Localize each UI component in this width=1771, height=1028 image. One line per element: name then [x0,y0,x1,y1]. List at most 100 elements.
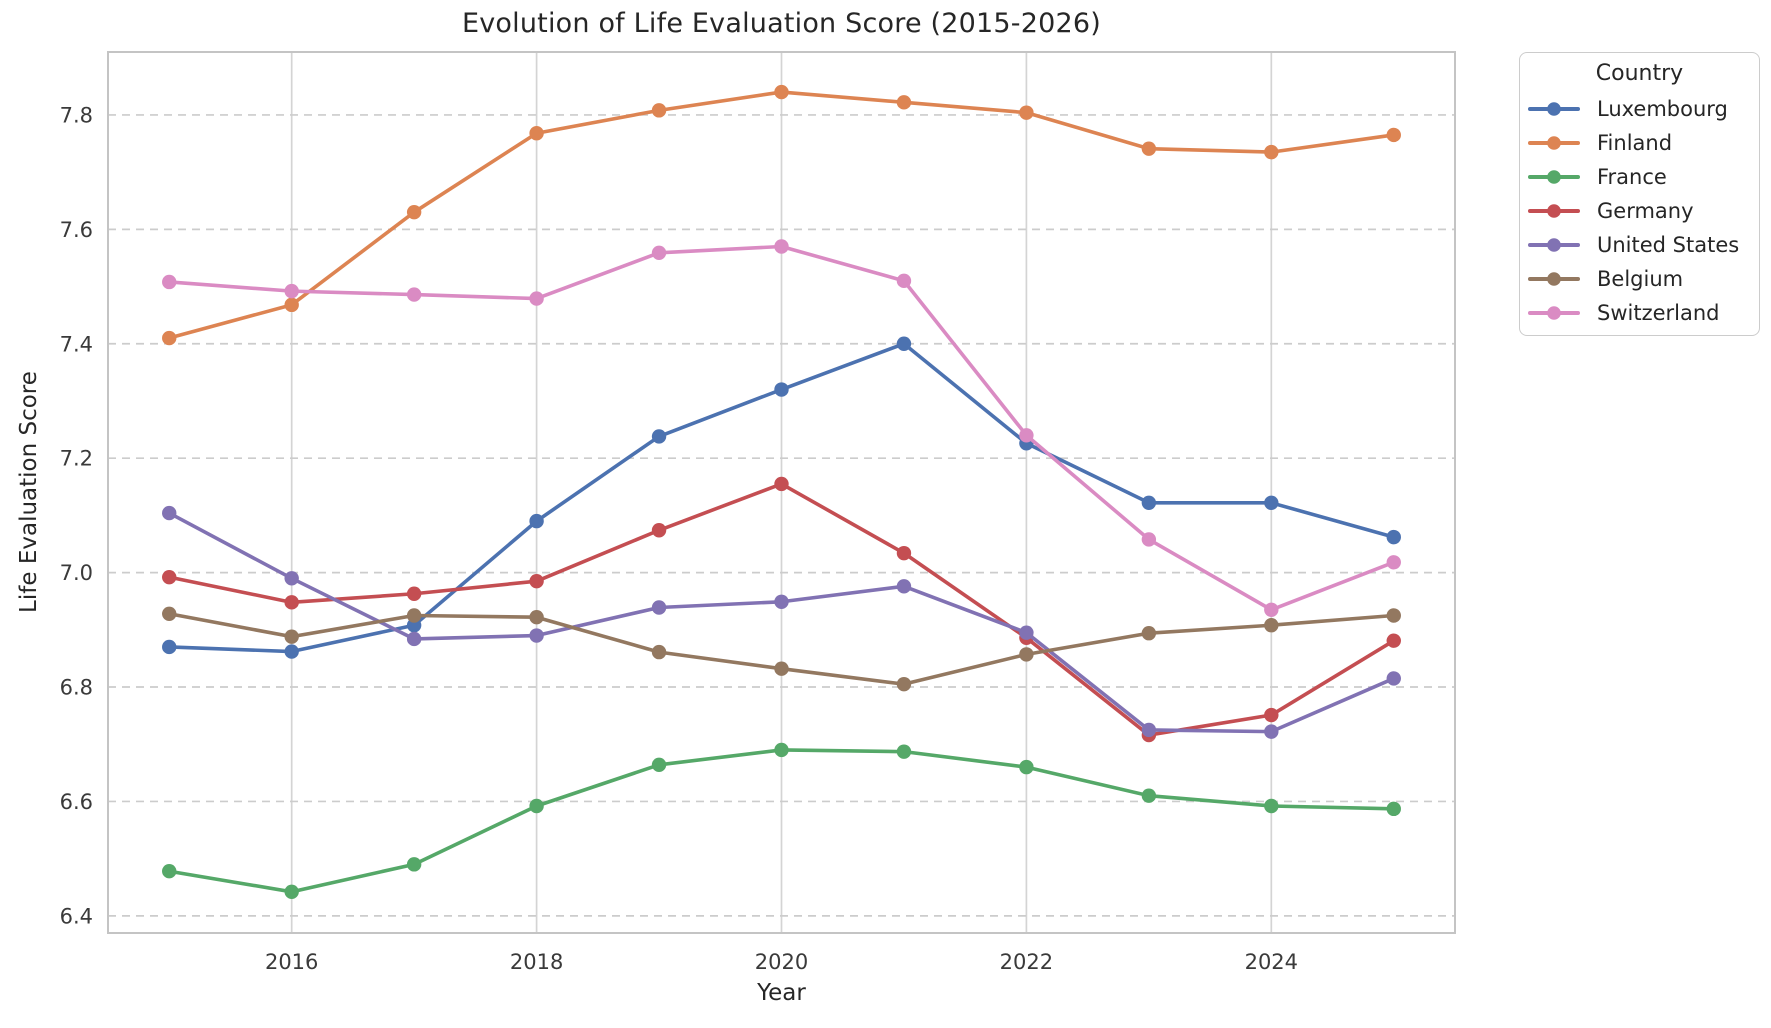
data-point-marker [162,864,177,879]
data-point-marker [162,606,177,621]
data-point-marker [284,644,299,659]
data-point-marker [1264,618,1279,633]
legend-item-luxembourg: Luxembourg [1520,92,1759,126]
legend-item-united-states: United States [1520,228,1759,262]
data-point-marker [1141,141,1157,156]
data-point-marker [1141,495,1157,510]
data-point-marker [406,631,422,647]
data-point-marker [896,336,912,351]
chart-title: Evolution of Life Evaluation Score (2015… [461,8,1101,39]
legend-item-france: France [1520,160,1759,194]
data-point-marker [1019,105,1034,120]
data-point-marker [896,579,912,594]
data-point-marker [1264,495,1279,510]
y-tick-label: 7.0 [60,561,93,585]
data-point-marker [651,523,667,538]
legend-swatch-icon [1528,136,1580,150]
data-point-marker [162,330,177,346]
data-point-marker [1019,759,1034,775]
legend-label: Luxembourg [1597,97,1728,121]
data-point-marker [1264,724,1279,739]
legend-item-germany: Germany [1520,194,1759,228]
data-point-marker [774,84,789,100]
data-point-marker [774,742,789,758]
data-point-marker [651,757,667,773]
data-point-marker [284,629,299,644]
data-point-marker [284,297,299,313]
data-point-marker [529,610,544,625]
legend-label: Finland [1597,131,1673,155]
legend-swatch-icon [1528,272,1580,286]
legend-label: Switzerland [1597,301,1720,325]
data-point-marker [284,595,299,610]
data-point-marker [162,569,177,585]
data-point-marker [1019,428,1034,443]
data-point-marker [896,95,912,110]
data-point-marker [162,274,177,290]
legend-label: United States [1597,233,1740,257]
x-tick-label: 2020 [755,950,808,974]
data-point-marker [651,245,667,260]
x-tick-label: 2016 [265,950,318,974]
y-tick-label: 6.6 [60,790,93,814]
data-point-marker [529,291,544,306]
data-point-marker [284,884,299,900]
data-point-marker [529,573,544,589]
data-point-marker [1141,626,1157,641]
legend-swatch-icon [1528,102,1580,116]
legend-swatch-icon [1528,170,1580,184]
data-point-marker [651,600,667,615]
legend-label: Belgium [1597,267,1684,291]
y-axis-label: Life Evaluation Score [16,371,42,613]
data-point-marker [1386,671,1401,686]
y-tick-label: 7.6 [60,218,93,242]
y-tick-label: 7.2 [60,447,93,471]
legend-title: Country [1595,61,1684,86]
plot-border [107,51,1456,934]
legend-label: Germany [1597,199,1694,223]
data-point-marker [529,126,544,141]
data-point-marker [1264,707,1279,723]
x-tick-label: 2018 [510,950,563,974]
data-point-marker [651,429,667,444]
data-point-marker [896,545,912,561]
data-point-marker [1019,647,1034,662]
y-tick-label: 6.8 [60,676,93,700]
data-point-marker [1386,127,1401,143]
data-point-marker [896,744,912,759]
data-point-marker [896,676,912,692]
data-point-marker [1386,801,1401,817]
legend-item-switzerland: Switzerland [1520,296,1759,330]
data-point-marker [284,283,299,299]
data-point-marker [1141,722,1157,738]
data-point-marker [1386,529,1401,545]
data-point-marker [774,476,789,492]
data-point-marker [1264,798,1279,814]
data-point-marker [774,661,789,676]
legend-swatch-icon [1528,306,1580,320]
data-point-marker [406,857,422,872]
y-tick-label: 7.4 [60,332,93,356]
data-point-marker [651,103,667,118]
data-point-marker [162,639,177,655]
data-point-marker [774,382,789,397]
x-axis-label: Year [757,980,806,1006]
data-point-marker [284,571,299,586]
data-point-marker [1386,608,1401,623]
data-point-marker [1264,602,1279,617]
x-tick-label: 2022 [1000,950,1053,974]
data-point-marker [529,628,544,643]
data-point-marker [1386,555,1401,570]
legend: Country Luxembourg Finland France German… [1519,52,1760,336]
data-point-marker [1019,625,1034,640]
legend-item-finland: Finland [1520,126,1759,160]
legend-label: France [1597,165,1667,189]
data-point-marker [162,505,177,521]
data-point-marker [651,644,667,660]
data-point-marker [774,594,789,609]
legend-swatch-icon [1528,204,1580,218]
data-point-marker [1386,633,1401,648]
data-point-marker [1264,144,1279,160]
